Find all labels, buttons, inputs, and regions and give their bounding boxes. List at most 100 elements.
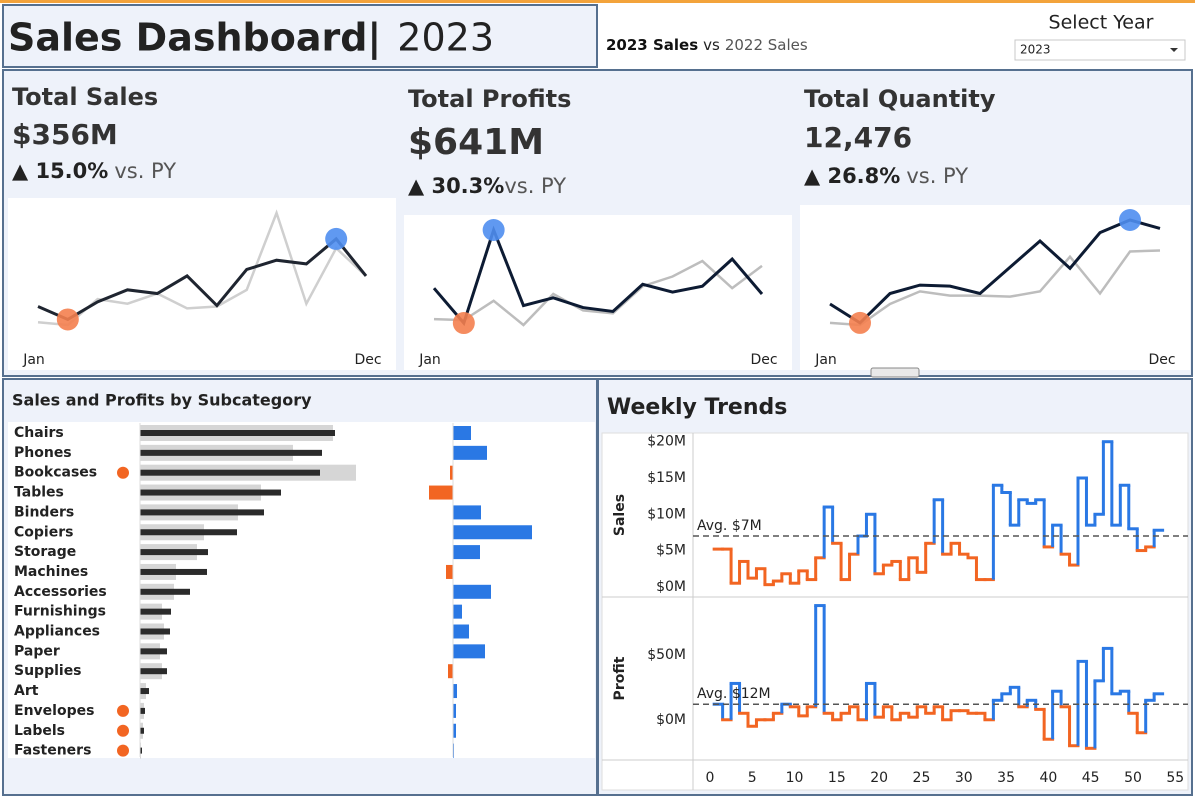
kpi-vs: vs. PY xyxy=(504,174,566,198)
profit-bar xyxy=(453,604,462,619)
y-axis-label: Profit xyxy=(612,656,628,700)
x-tick-label: Jan xyxy=(814,352,837,368)
x-tick-label: 35 xyxy=(997,770,1015,786)
category-label: Storage xyxy=(14,544,76,560)
profit-bar xyxy=(448,664,453,679)
kpi-change-value: ▲ 30.3% xyxy=(408,174,504,198)
profit-bar xyxy=(453,525,532,540)
weekly-plot xyxy=(601,432,1189,791)
y-tick-label: $5M xyxy=(656,543,686,559)
sales-bar xyxy=(140,688,149,695)
profit-bar xyxy=(453,445,487,460)
kpi-vs: vs. PY xyxy=(906,164,968,188)
profit-bar xyxy=(453,644,485,659)
kpi-change: ▲ 30.3%vs. PY xyxy=(408,174,566,198)
sales-bar xyxy=(140,588,190,595)
category-label: Accessories xyxy=(14,584,107,600)
sales-bar xyxy=(140,529,237,536)
sales-bar xyxy=(140,568,207,575)
x-tick-label: 55 xyxy=(1166,770,1184,786)
filter-label: Select Year xyxy=(1049,12,1154,34)
min-marker xyxy=(452,312,475,335)
resize-handle[interactable] xyxy=(870,367,920,378)
sales-bar xyxy=(140,648,167,655)
category-label: Copiers xyxy=(14,524,73,540)
sales-bar xyxy=(140,549,208,556)
y-tick-label: $50M xyxy=(647,647,686,663)
category-label: Binders xyxy=(14,504,74,520)
max-marker xyxy=(1119,209,1141,231)
category-label: Paper xyxy=(14,643,60,659)
sales-bar xyxy=(140,727,144,734)
profit-bar xyxy=(453,723,456,738)
profit-bar xyxy=(453,505,481,520)
min-marker xyxy=(849,311,871,334)
compare-box xyxy=(600,22,1003,66)
max-marker xyxy=(325,227,348,250)
sales-bar xyxy=(140,509,264,516)
sales-bar xyxy=(140,469,320,476)
average-label: Avg. $7M xyxy=(697,518,762,534)
y-tick-label: $0M xyxy=(656,712,686,728)
x-tick-label: 25 xyxy=(913,770,931,786)
profit-bar xyxy=(446,564,453,579)
sales-bar xyxy=(140,707,145,714)
kpi-vs: vs. PY xyxy=(114,159,176,183)
dashboard-year: 2023 xyxy=(397,16,494,60)
sparkline xyxy=(829,249,1161,327)
top-accent xyxy=(0,0,1195,3)
category-label: Supplies xyxy=(14,663,82,679)
y-tick-label: $20M xyxy=(647,434,686,450)
category-label: Furnishings xyxy=(14,604,106,620)
average-label: Avg. $12M xyxy=(697,686,771,702)
title-panel xyxy=(2,4,598,68)
sales-bar xyxy=(140,489,281,496)
flag-dot xyxy=(117,466,129,479)
panel-title: Weekly Trends xyxy=(607,395,787,420)
compare-vs: vs xyxy=(703,36,720,54)
min-marker xyxy=(56,308,79,331)
sparkline-box xyxy=(800,205,1190,370)
sparkline xyxy=(829,218,1161,325)
profit-bar xyxy=(453,426,471,440)
kpi-title: Total Sales xyxy=(12,83,158,111)
kpi-title: Total Profits xyxy=(408,85,571,113)
sales-bar xyxy=(140,608,171,615)
x-tick-label: Dec xyxy=(750,352,777,368)
flag-dot xyxy=(117,704,129,717)
kpi-value: $641M xyxy=(408,122,544,163)
profit-bar xyxy=(453,703,456,718)
profit-bar xyxy=(453,584,491,599)
sales-bar xyxy=(140,628,170,635)
year-dropdown[interactable] xyxy=(1014,39,1186,61)
kpi-change-value: ▲ 26.8% xyxy=(804,164,900,188)
category-label: Chairs xyxy=(14,425,64,441)
y-tick-label: $10M xyxy=(647,506,686,522)
compare-prior: 2022 Sales xyxy=(725,36,808,54)
x-tick-label: Dec xyxy=(354,352,381,368)
sparkline-box xyxy=(404,215,792,370)
category-label: Bookcases xyxy=(14,465,97,481)
x-tick-label: 45 xyxy=(1082,770,1100,786)
kpi-value: $356M xyxy=(12,118,118,151)
x-tick-label: 5 xyxy=(748,770,757,786)
category-label: Envelopes xyxy=(14,703,94,719)
category-label: Appliances xyxy=(14,624,100,640)
kpi-title: Total Quantity xyxy=(804,85,996,113)
x-tick-label: 40 xyxy=(1039,770,1057,786)
compare-current: 2023 Sales xyxy=(606,36,698,54)
sparkline xyxy=(37,236,368,322)
kpi-change: ▲ 26.8% vs. PY xyxy=(804,164,968,188)
profit-bar xyxy=(453,684,457,699)
x-tick-label: Dec xyxy=(1148,352,1175,368)
category-label: Phones xyxy=(14,445,72,461)
profit-bar xyxy=(429,485,453,500)
category-label: Fasteners xyxy=(14,743,91,759)
max-marker xyxy=(482,219,505,241)
flag-dot xyxy=(117,744,129,757)
y-axis-label: Sales xyxy=(612,494,628,536)
sales-bar xyxy=(140,449,322,456)
sales-bar xyxy=(140,747,142,754)
category-label: Art xyxy=(14,683,39,699)
